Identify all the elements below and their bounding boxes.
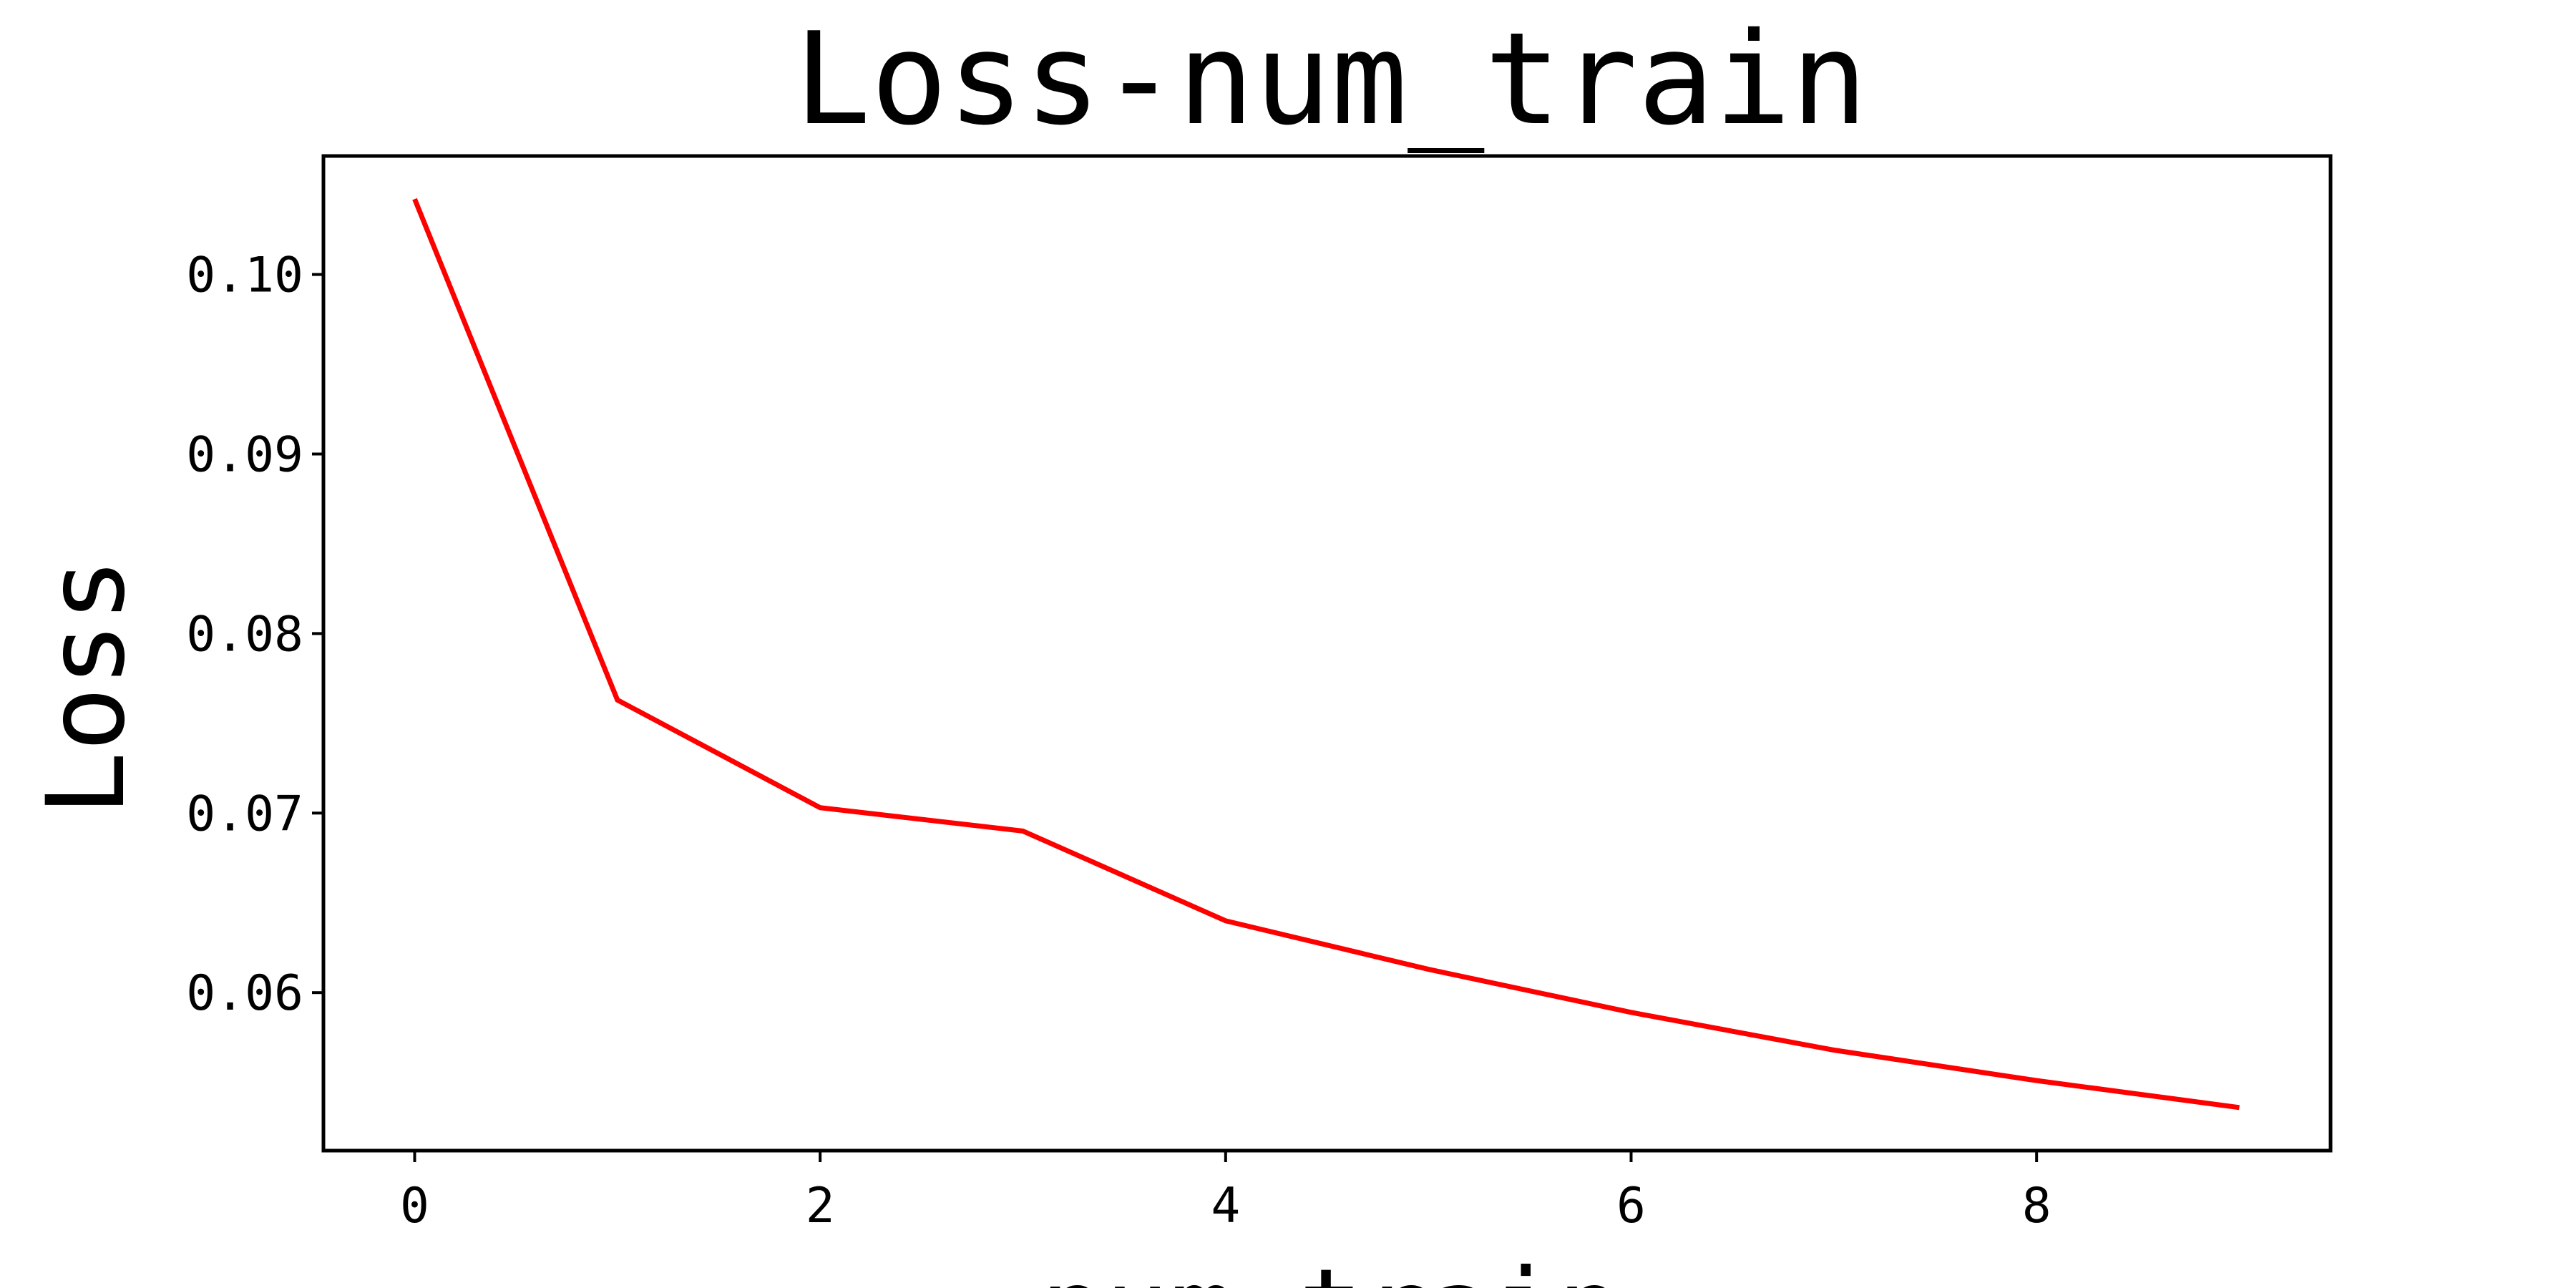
y-tick-label-0.08: 0.08 [186, 606, 303, 663]
y-tick-label-0.06: 0.06 [186, 965, 303, 1022]
data-point-4 [1225, 920, 1226, 921]
chart-title: Loss-num_train [794, 5, 1868, 153]
data-point-2 [820, 807, 821, 808]
y-axis-label: Loss [24, 557, 149, 816]
y-tick-label-0.09: 0.09 [186, 426, 303, 483]
x-tick-label-0: 0 [400, 1178, 429, 1234]
x-tick-label-8: 8 [2022, 1178, 2051, 1234]
data-point-0 [414, 199, 415, 200]
x-axis-label: num_train [1040, 1246, 1622, 1288]
data-point-9 [2239, 1107, 2240, 1108]
plot-frame [321, 154, 2333, 1153]
x-tick-label-2: 2 [806, 1178, 835, 1234]
y-tick-label-0.07: 0.07 [186, 786, 303, 842]
data-point-5 [1428, 969, 1429, 970]
plot-area: 0 2 4 6 8 0.06 0.07 0.08 0.09 0.10 [186, 154, 2333, 1234]
series-line-0 [412, 197, 2240, 1111]
x-tick-label-6: 6 [1616, 1178, 1646, 1234]
x-tick-label-4: 4 [1211, 1178, 1240, 1234]
data-point-1 [617, 700, 618, 701]
data-point-8 [2036, 1080, 2037, 1081]
y-tick-label-0.10: 0.10 [186, 248, 303, 304]
